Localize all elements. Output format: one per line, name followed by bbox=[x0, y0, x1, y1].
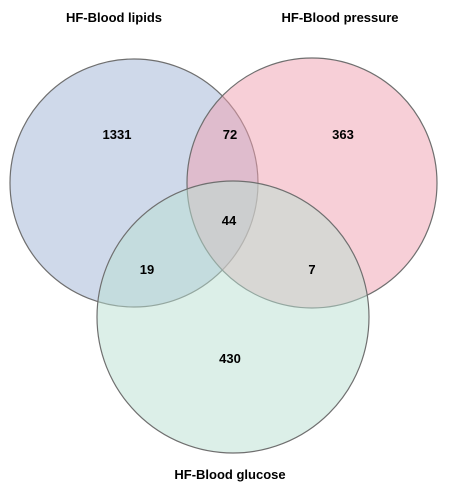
count-lipids-pressure: 72 bbox=[223, 127, 237, 142]
set-label-blood-glucose: HF-Blood glucose bbox=[174, 467, 285, 482]
set-label-blood-pressure: HF-Blood pressure bbox=[281, 10, 398, 25]
count-glucose-only: 430 bbox=[219, 351, 241, 366]
blood-glucose-circle bbox=[96, 180, 370, 454]
count-pressure-glucose: 7 bbox=[308, 262, 315, 277]
count-lipids-only: 1331 bbox=[103, 127, 132, 142]
count-pressure-only: 363 bbox=[332, 127, 354, 142]
count-lipids-glucose: 19 bbox=[140, 262, 154, 277]
set-label-blood-lipids: HF-Blood lipids bbox=[66, 10, 162, 25]
count-all-three: 44 bbox=[222, 213, 237, 228]
